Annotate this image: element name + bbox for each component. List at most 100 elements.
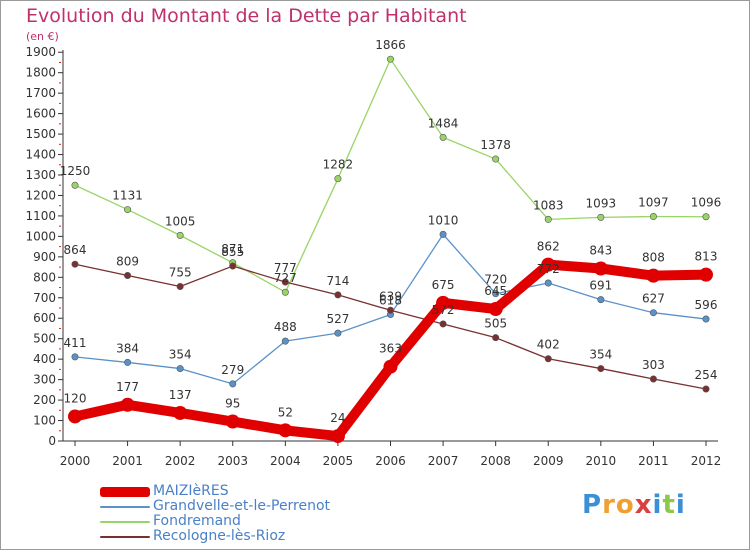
data-label: 714 bbox=[326, 274, 349, 288]
logo-letter: x bbox=[634, 490, 653, 520]
chart-subtitle: (en €) bbox=[26, 30, 59, 43]
series-layer bbox=[68, 55, 713, 444]
data-point bbox=[278, 423, 293, 438]
data-point bbox=[176, 365, 184, 373]
data-label: 1866 bbox=[375, 38, 406, 52]
data-label: 855 bbox=[221, 245, 244, 259]
legend-item: Fondremand bbox=[100, 514, 330, 529]
data-label: 1378 bbox=[480, 138, 511, 152]
data-label: 1250 bbox=[60, 164, 91, 178]
y-tick-label: 1100 bbox=[25, 209, 56, 223]
data-point bbox=[436, 295, 451, 310]
data-point bbox=[492, 290, 500, 298]
x-tick-label: 2012 bbox=[691, 454, 722, 468]
x-tick-label: 2008 bbox=[480, 454, 511, 468]
data-point bbox=[492, 155, 500, 163]
x-tick-label: 2005 bbox=[323, 454, 354, 468]
data-point bbox=[281, 278, 289, 286]
legend-swatch bbox=[100, 520, 150, 523]
y-tick-label: 500 bbox=[33, 332, 56, 346]
x-tick-label: 2011 bbox=[638, 454, 669, 468]
data-label: 596 bbox=[695, 298, 718, 312]
data-point bbox=[702, 213, 710, 221]
data-label: 363 bbox=[379, 342, 402, 356]
y-tick-label: 1700 bbox=[25, 86, 56, 100]
data-label: 862 bbox=[537, 240, 560, 254]
data-point bbox=[699, 267, 713, 282]
data-label: 1083 bbox=[533, 198, 564, 212]
y-tick-label: 1000 bbox=[25, 229, 56, 243]
logo-letter: P bbox=[582, 490, 603, 520]
data-label: 1282 bbox=[323, 158, 354, 172]
x-tick-label: 2001 bbox=[112, 454, 143, 468]
y-tick-label: 1800 bbox=[25, 66, 56, 80]
data-point bbox=[386, 306, 394, 314]
data-point bbox=[649, 309, 657, 317]
data-label: 843 bbox=[589, 244, 612, 258]
x-tick-label: 2006 bbox=[375, 454, 406, 468]
y-tick-label: 600 bbox=[33, 311, 56, 325]
data-point bbox=[330, 429, 345, 444]
legend-label: Grandvelle-et-le-Perrenot bbox=[153, 498, 331, 514]
data-point bbox=[225, 414, 240, 429]
y-tick-label: 400 bbox=[33, 352, 56, 366]
data-label: 505 bbox=[484, 317, 507, 331]
data-point bbox=[597, 365, 605, 373]
data-point bbox=[71, 260, 79, 268]
data-point bbox=[544, 355, 552, 363]
data-label: 1093 bbox=[586, 196, 617, 210]
legend-label: Fondremand bbox=[153, 513, 241, 529]
data-label: 488 bbox=[274, 320, 297, 334]
data-label: 527 bbox=[326, 312, 349, 326]
y-tick-label: 1600 bbox=[25, 107, 56, 121]
data-label: 720 bbox=[484, 273, 507, 287]
legend-label: MAIZIèRES bbox=[153, 483, 229, 499]
data-point bbox=[173, 405, 188, 420]
y-tick-label: 900 bbox=[33, 250, 56, 264]
data-point bbox=[334, 175, 342, 183]
data-label: 1131 bbox=[112, 189, 143, 203]
x-tick-label: 2003 bbox=[217, 454, 248, 468]
data-point bbox=[120, 397, 135, 412]
data-label: 1097 bbox=[638, 196, 669, 210]
data-label: 675 bbox=[432, 278, 455, 292]
data-label: 777 bbox=[274, 261, 297, 275]
data-label: 572 bbox=[432, 303, 455, 317]
data-label: 354 bbox=[589, 348, 612, 362]
data-point bbox=[124, 271, 132, 279]
y-tick-label: 1400 bbox=[25, 148, 56, 162]
y-tick-label: 1500 bbox=[25, 127, 56, 141]
data-point bbox=[492, 334, 500, 342]
data-label: 727 bbox=[274, 271, 297, 285]
data-point bbox=[541, 257, 556, 272]
data-point bbox=[68, 409, 82, 424]
data-point bbox=[176, 231, 184, 239]
data-point bbox=[229, 380, 237, 388]
data-label: 809 bbox=[116, 254, 139, 268]
data-point bbox=[229, 262, 237, 270]
data-label: 1010 bbox=[428, 213, 459, 227]
x-tick-label: 2004 bbox=[270, 454, 301, 468]
data-label: 639 bbox=[379, 289, 402, 303]
legend-swatch bbox=[100, 535, 150, 538]
y-tick-label: 1300 bbox=[25, 168, 56, 182]
data-point bbox=[439, 133, 447, 141]
data-label: 52 bbox=[278, 405, 293, 419]
data-point bbox=[124, 206, 132, 214]
data-label: 402 bbox=[537, 338, 560, 352]
data-label: 279 bbox=[221, 363, 244, 377]
legend-item: Recologne-lès-Rioz bbox=[100, 529, 330, 544]
y-tick-label: 1200 bbox=[25, 188, 56, 202]
data-point bbox=[71, 181, 79, 189]
legend-item: MAIZIèRES bbox=[100, 484, 330, 499]
data-label: 95 bbox=[225, 397, 240, 411]
logo-letter: o bbox=[615, 490, 635, 520]
data-label: 755 bbox=[169, 266, 192, 280]
data-point bbox=[488, 302, 503, 317]
data-label: 627 bbox=[642, 292, 665, 306]
data-label: 354 bbox=[169, 348, 192, 362]
chart-title: Evolution du Montant de la Dette par Hab… bbox=[26, 5, 467, 27]
y-tick-label: 0 bbox=[48, 434, 56, 448]
x-tick-label: 2007 bbox=[428, 454, 459, 468]
